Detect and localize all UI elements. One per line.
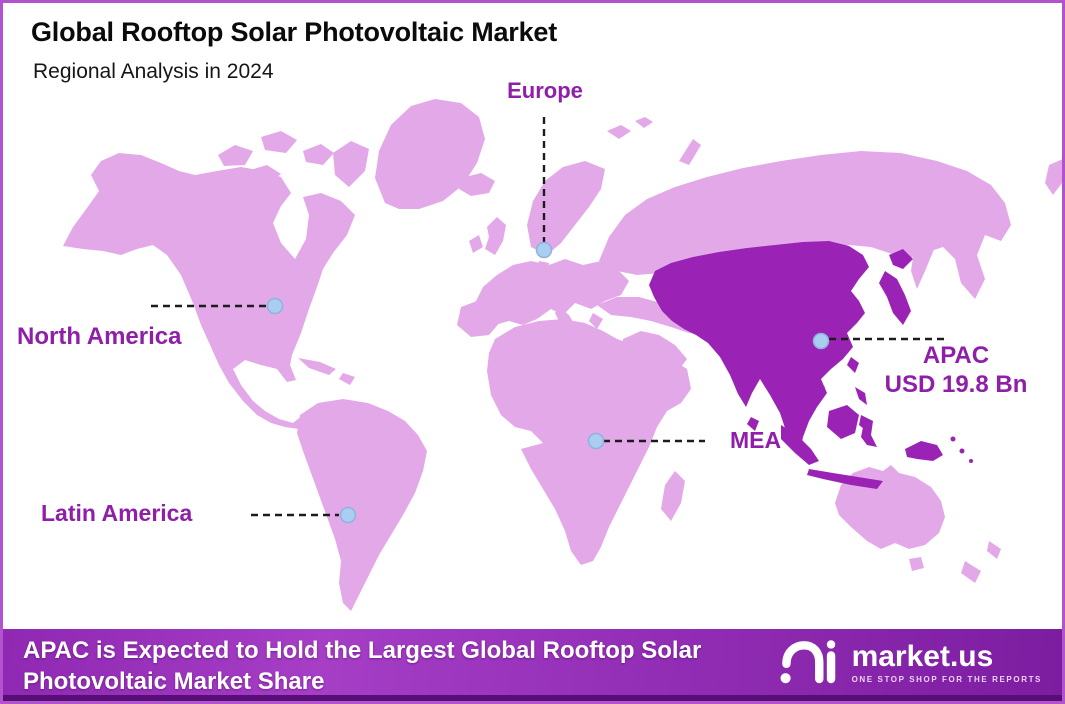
map-sri-lanka — [747, 417, 759, 431]
map-philippines — [855, 387, 873, 433]
map-borneo — [827, 405, 859, 439]
region-label-mea: MEA — [730, 427, 782, 453]
region-label-apac-name: APAC — [922, 342, 990, 369]
map-north-america — [63, 153, 355, 429]
page-subtitle: Regional Analysis in 2024 — [33, 60, 274, 83]
region-value-apac: USD 19.8 Bn — [884, 371, 1028, 398]
map-sulawesi — [861, 421, 877, 447]
map-new-zealand — [961, 541, 1001, 583]
marker-dot-mea — [587, 432, 605, 450]
map-new-guinea — [905, 441, 943, 461]
map-sumatra — [781, 425, 819, 465]
map-japan — [879, 249, 913, 325]
map-greenland — [375, 99, 485, 209]
marker-dot-north-america — [266, 297, 284, 315]
brand-name: market.us — [851, 640, 994, 673]
leader-lines — [151, 117, 947, 517]
map-arctic-north-islands — [607, 117, 701, 165]
brand-logo: market.us ONE STOP SHOP FOR THE REPORTS — [778, 636, 1042, 690]
map-arctic-islands — [218, 131, 369, 187]
map-pacific-islet — [969, 459, 973, 463]
map-british-isles — [469, 217, 506, 255]
map-far-east-edge — [1045, 159, 1062, 195]
map-south-america — [297, 399, 427, 611]
region-label-latin-america: Latin America — [41, 500, 193, 526]
world-map — [63, 99, 1062, 611]
map-java — [807, 469, 883, 489]
marker-dot-europe — [535, 241, 553, 259]
region-label-apac: APAC USD 19.8 Bn — [885, 341, 1028, 399]
map-apac-mainland — [649, 241, 869, 455]
map-madagascar — [661, 471, 685, 521]
marker-dot-apac — [812, 332, 830, 350]
map-pacific-islet — [950, 436, 956, 442]
brand-text: market.us ONE STOP SHOP FOR THE REPORTS — [851, 640, 1042, 685]
marker-dot-latin-america — [339, 506, 357, 524]
map-iceland — [459, 173, 495, 196]
map-tasmania — [909, 557, 924, 571]
map-europe-mainland — [457, 259, 629, 337]
market-us-logo-icon — [780, 640, 835, 684]
region-label-north-america: North America — [17, 323, 182, 350]
page-title: Global Rooftop Solar Photovoltaic Market — [31, 17, 558, 47]
footer-banner: APAC is Expected to Hold the Largest Glo… — [3, 629, 1062, 701]
footer-headline: APAC is Expected to Hold the Largest Glo… — [23, 637, 702, 695]
map-pacific-islet — [959, 448, 965, 454]
region-label-europe: Europe — [507, 78, 583, 103]
map-taiwan — [847, 357, 859, 373]
map-caribbean-islands — [298, 358, 355, 385]
map-kamchatka — [911, 203, 939, 289]
brand-tagline: ONE STOP SHOP FOR THE REPORTS — [851, 675, 1042, 684]
map-scandinavia — [527, 161, 605, 275]
region-apac-highlight — [649, 241, 973, 489]
location-markers — [266, 241, 830, 524]
map-hainan — [813, 383, 825, 395]
